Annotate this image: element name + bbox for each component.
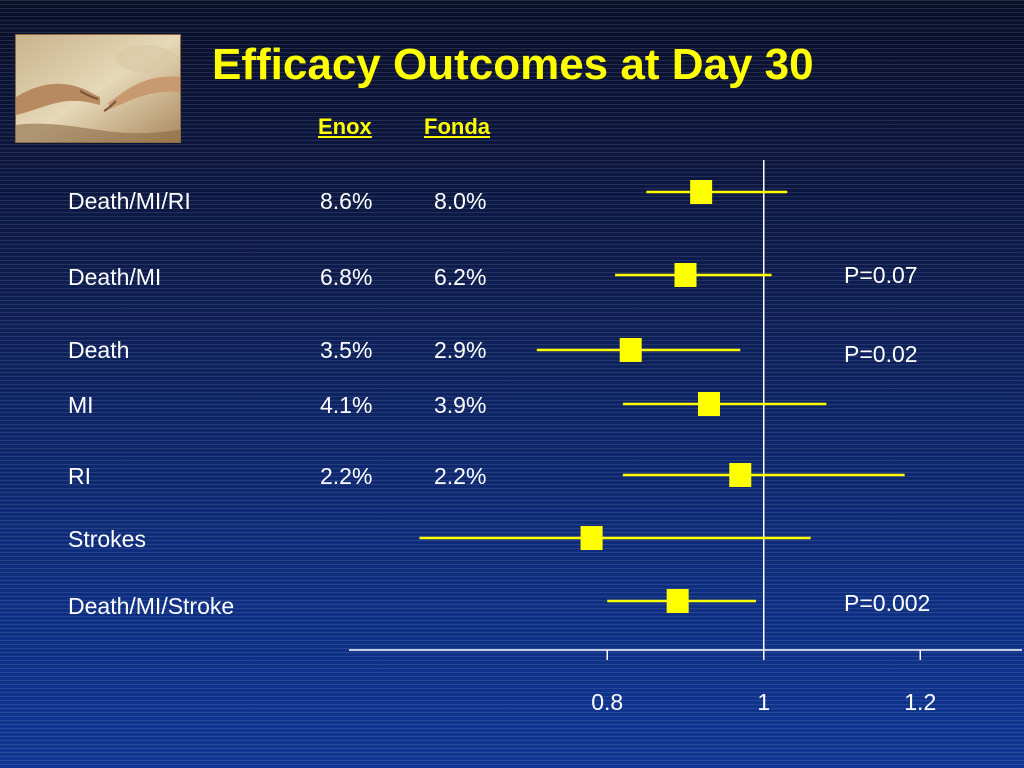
row-label: Death	[68, 337, 130, 363]
point-estimate-marker	[666, 589, 689, 613]
point-estimate-marker	[729, 463, 752, 487]
fonda-value: 2.2%	[434, 463, 487, 489]
row-label: Death/MI/Stroke	[68, 593, 235, 619]
enox-value: 4.1%	[320, 392, 373, 418]
row-label: MI	[68, 392, 94, 418]
x-tick-label: 1.2	[904, 689, 936, 715]
row-label: Strokes	[68, 526, 146, 552]
enox-value: 2.2%	[320, 463, 373, 489]
point-estimate-marker	[580, 526, 603, 550]
row-label: Death/MI/RI	[68, 188, 191, 214]
fonda-value: 8.0%	[434, 188, 487, 214]
slide-title: Efficacy Outcomes at Day 30	[212, 40, 814, 89]
fonda-value: 3.9%	[434, 392, 487, 418]
row-label: Death/MI	[68, 264, 162, 290]
creation-of-adam-logo-icon	[15, 34, 181, 143]
fonda-value: 6.2%	[434, 264, 487, 290]
fonda-value: 2.9%	[434, 337, 487, 363]
column-header-fonda: Fonda	[424, 114, 490, 139]
x-tick-label: 0.8	[591, 689, 623, 715]
p-value: P=0.002	[844, 590, 931, 616]
column-header-enox: Enox	[318, 114, 372, 139]
p-value: P=0.07	[844, 262, 918, 288]
point-estimate-marker	[690, 180, 713, 204]
row-label: RI	[68, 463, 91, 489]
point-estimate-marker	[697, 392, 720, 416]
enox-value: 3.5%	[320, 337, 373, 363]
p-value: P=0.02	[844, 341, 918, 367]
point-estimate-marker	[619, 338, 642, 362]
enox-value: 6.8%	[320, 264, 373, 290]
point-estimate-marker	[674, 263, 697, 287]
x-tick-label: 1	[757, 689, 770, 715]
enox-value: 8.6%	[320, 188, 373, 214]
